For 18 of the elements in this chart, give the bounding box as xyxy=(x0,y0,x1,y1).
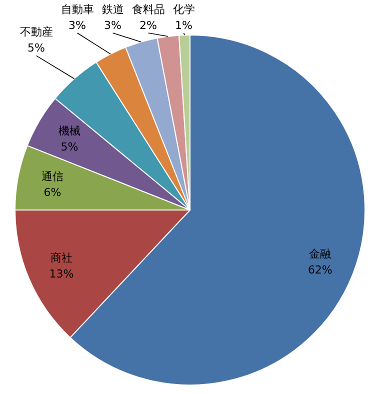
data-label: 13% xyxy=(49,268,74,281)
data-label: 3% xyxy=(104,19,122,32)
slice-label: 食料品 xyxy=(132,3,165,16)
data-label: 5% xyxy=(60,140,78,154)
slice-label: 通信 xyxy=(41,170,64,183)
data-label: 2% xyxy=(140,19,158,32)
slice-label: 金融 xyxy=(309,248,332,261)
slice-label: 機械 xyxy=(58,124,80,138)
slice-label: 化学 xyxy=(172,3,195,16)
data-label: 6% xyxy=(44,186,62,199)
data-label: 62% xyxy=(308,264,332,277)
slice-label: 自動車 xyxy=(60,3,94,16)
data-label: 1% xyxy=(175,19,193,32)
data-label: 5% xyxy=(28,42,46,55)
data-label: 3% xyxy=(68,19,86,32)
slice-label: 商社 xyxy=(50,252,73,265)
slice-label: 不動産 xyxy=(20,26,53,39)
slice-label: 鉄道 xyxy=(102,3,124,16)
